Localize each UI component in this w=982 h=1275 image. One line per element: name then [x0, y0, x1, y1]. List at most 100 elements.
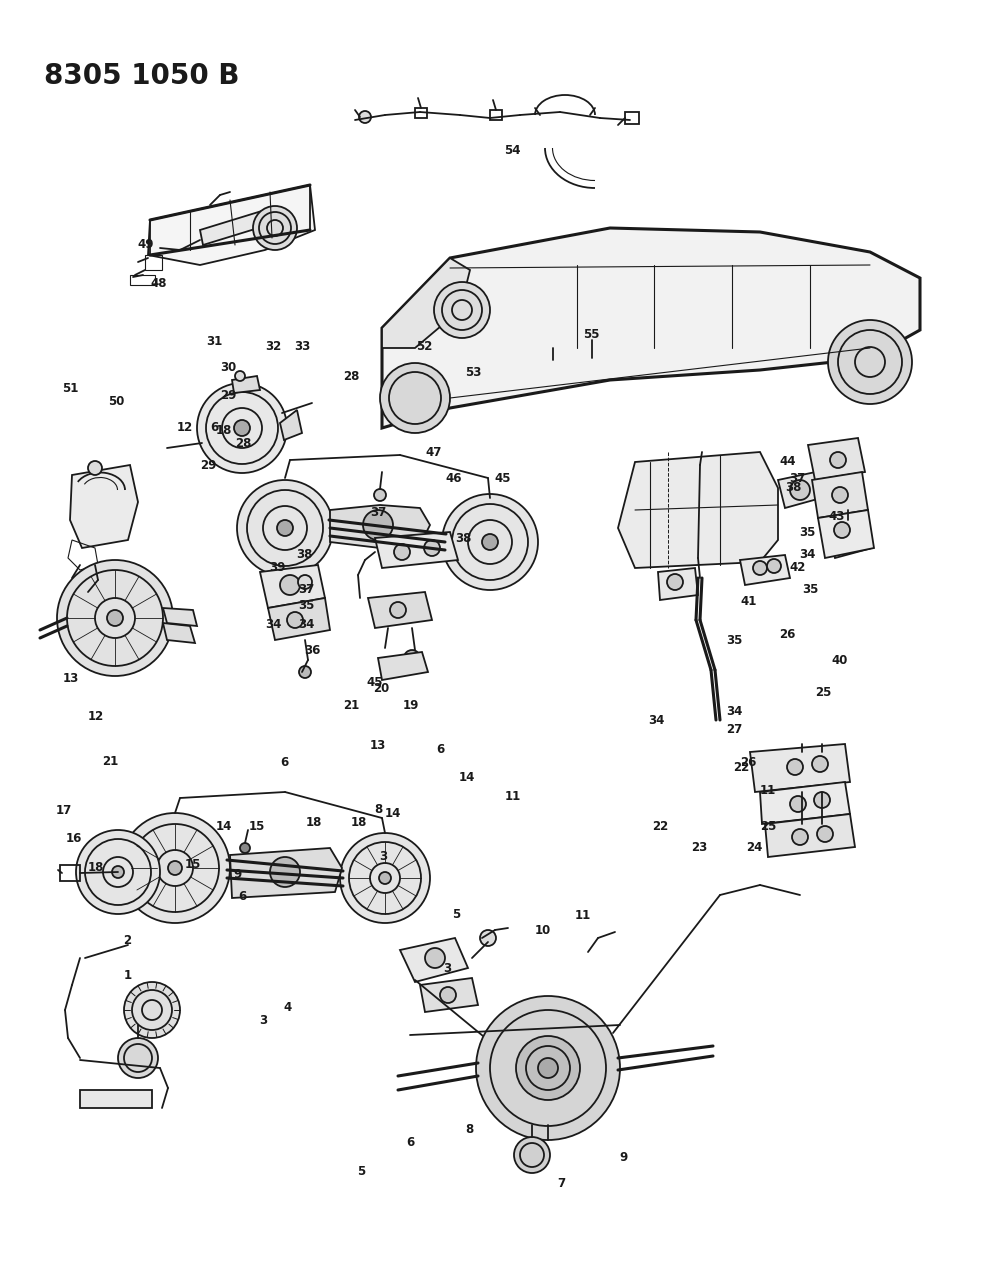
- Polygon shape: [818, 510, 874, 558]
- Polygon shape: [232, 376, 260, 393]
- Polygon shape: [828, 520, 872, 558]
- Text: 18: 18: [216, 425, 232, 437]
- Circle shape: [834, 521, 850, 538]
- Text: 2: 2: [124, 935, 132, 947]
- Text: 34: 34: [299, 618, 314, 631]
- Text: 12: 12: [88, 710, 104, 723]
- Text: 35: 35: [299, 599, 314, 612]
- Text: 25: 25: [815, 686, 831, 699]
- Text: 6: 6: [210, 421, 218, 434]
- Circle shape: [839, 529, 857, 547]
- Circle shape: [767, 558, 781, 572]
- Text: 22: 22: [652, 820, 668, 833]
- Text: 29: 29: [200, 459, 216, 472]
- Circle shape: [442, 493, 538, 590]
- Bar: [415, 108, 427, 119]
- Text: 54: 54: [505, 144, 520, 157]
- Polygon shape: [368, 592, 432, 629]
- Text: 38: 38: [297, 548, 312, 561]
- Polygon shape: [400, 938, 468, 982]
- Text: 32: 32: [265, 340, 281, 353]
- Text: 27: 27: [727, 723, 742, 736]
- Circle shape: [280, 575, 300, 595]
- Text: 14: 14: [216, 820, 232, 833]
- Polygon shape: [375, 532, 458, 567]
- Text: 35: 35: [799, 527, 815, 539]
- Circle shape: [753, 561, 767, 575]
- Circle shape: [298, 575, 312, 589]
- Circle shape: [424, 541, 440, 556]
- Circle shape: [814, 792, 830, 808]
- Text: 37: 37: [790, 472, 805, 484]
- Text: 45: 45: [495, 472, 511, 484]
- Circle shape: [394, 544, 410, 560]
- Text: 4: 4: [284, 1001, 292, 1014]
- Polygon shape: [330, 505, 430, 548]
- Text: 34: 34: [648, 714, 664, 727]
- Polygon shape: [765, 813, 855, 857]
- Text: 13: 13: [370, 740, 386, 752]
- Circle shape: [340, 833, 430, 923]
- Text: 35: 35: [802, 583, 818, 595]
- Text: 37: 37: [370, 506, 386, 519]
- Text: 18: 18: [351, 816, 366, 829]
- Text: 47: 47: [426, 446, 442, 459]
- Polygon shape: [760, 782, 850, 824]
- Text: 30: 30: [220, 361, 236, 374]
- Circle shape: [270, 857, 300, 887]
- Text: 28: 28: [344, 370, 359, 382]
- Text: 42: 42: [790, 561, 805, 574]
- Text: 22: 22: [734, 761, 749, 774]
- Text: 34: 34: [799, 548, 815, 561]
- Circle shape: [514, 1137, 550, 1173]
- Circle shape: [380, 363, 450, 434]
- Text: 46: 46: [446, 472, 462, 484]
- Text: 15: 15: [185, 858, 200, 871]
- Bar: [490, 110, 502, 120]
- Circle shape: [792, 829, 808, 845]
- Polygon shape: [618, 453, 778, 567]
- Polygon shape: [230, 848, 342, 898]
- Text: 7: 7: [558, 1177, 566, 1190]
- Polygon shape: [812, 472, 868, 518]
- Text: 8305 1050 B: 8305 1050 B: [44, 62, 240, 91]
- Circle shape: [299, 666, 311, 678]
- Circle shape: [404, 650, 420, 666]
- Circle shape: [359, 111, 371, 122]
- Polygon shape: [70, 465, 138, 548]
- Text: 14: 14: [459, 771, 474, 784]
- Text: 45: 45: [367, 676, 383, 688]
- Text: 35: 35: [727, 634, 742, 646]
- Text: 36: 36: [304, 644, 320, 657]
- Circle shape: [830, 453, 846, 468]
- Text: 13: 13: [63, 672, 79, 685]
- Text: 21: 21: [344, 699, 359, 711]
- Bar: [80, 1090, 152, 1108]
- Circle shape: [197, 382, 287, 473]
- Circle shape: [374, 490, 386, 501]
- Text: 14: 14: [385, 807, 401, 820]
- Circle shape: [667, 574, 683, 590]
- Polygon shape: [280, 411, 302, 440]
- Polygon shape: [382, 258, 470, 348]
- Polygon shape: [163, 623, 195, 643]
- Text: 19: 19: [403, 699, 418, 711]
- Text: 3: 3: [259, 1014, 267, 1026]
- Circle shape: [516, 1037, 580, 1100]
- Polygon shape: [200, 210, 268, 245]
- Text: 52: 52: [416, 340, 432, 353]
- Text: 5: 5: [453, 908, 461, 921]
- Circle shape: [124, 982, 180, 1038]
- Text: 28: 28: [236, 437, 251, 450]
- Text: 26: 26: [780, 629, 795, 641]
- Circle shape: [538, 1058, 558, 1077]
- Polygon shape: [658, 567, 698, 601]
- Circle shape: [379, 872, 391, 884]
- Text: 9: 9: [620, 1151, 627, 1164]
- Text: 23: 23: [691, 842, 707, 854]
- Circle shape: [235, 371, 245, 381]
- Text: 50: 50: [108, 395, 124, 408]
- Circle shape: [480, 929, 496, 946]
- Bar: [60, 864, 80, 881]
- Text: 11: 11: [505, 790, 520, 803]
